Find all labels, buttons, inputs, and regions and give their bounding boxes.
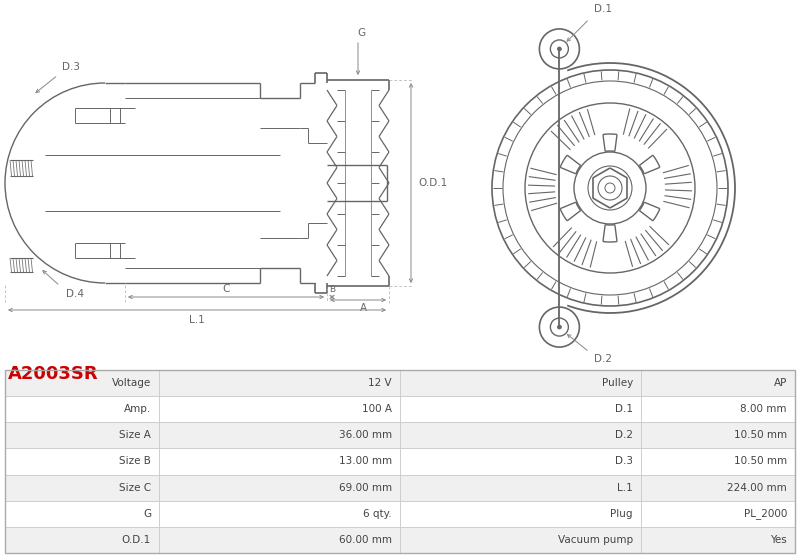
- Text: B: B: [329, 285, 335, 294]
- Text: 12 V: 12 V: [368, 378, 392, 388]
- Circle shape: [558, 325, 562, 329]
- Text: 69.00 mm: 69.00 mm: [339, 483, 392, 493]
- Text: Amp.: Amp.: [124, 404, 151, 414]
- Text: AP: AP: [774, 378, 787, 388]
- Bar: [159, 474, 400, 501]
- Bar: [5, 501, 159, 527]
- Bar: [641, 370, 795, 396]
- Bar: [641, 474, 795, 501]
- Bar: [5, 370, 159, 396]
- Text: Size A: Size A: [119, 430, 151, 440]
- Bar: [641, 501, 795, 527]
- Text: 100 A: 100 A: [362, 404, 392, 414]
- Text: L.1: L.1: [618, 483, 633, 493]
- Bar: [400, 474, 641, 501]
- Bar: [5, 527, 159, 553]
- Text: 36.00 mm: 36.00 mm: [339, 430, 392, 440]
- Bar: [641, 422, 795, 449]
- Text: Voltage: Voltage: [112, 378, 151, 388]
- Bar: [641, 527, 795, 553]
- Bar: [159, 422, 400, 449]
- Text: D.3: D.3: [615, 456, 633, 466]
- Text: Size B: Size B: [119, 456, 151, 466]
- Text: 6 qty.: 6 qty.: [363, 509, 392, 519]
- Text: 60.00 mm: 60.00 mm: [339, 535, 392, 545]
- Bar: [641, 396, 795, 422]
- Text: D.3: D.3: [62, 62, 80, 72]
- Bar: [159, 396, 400, 422]
- Bar: [159, 449, 400, 474]
- Bar: [400, 422, 641, 449]
- Text: PL_2000: PL_2000: [744, 508, 787, 519]
- Bar: [5, 474, 159, 501]
- Bar: [5, 370, 795, 553]
- Text: 8.00 mm: 8.00 mm: [741, 404, 787, 414]
- Bar: [159, 370, 400, 396]
- Text: C: C: [222, 284, 230, 294]
- Circle shape: [558, 47, 562, 51]
- Bar: [400, 449, 641, 474]
- Text: D.4: D.4: [66, 289, 84, 299]
- Bar: [159, 501, 400, 527]
- Text: G: G: [357, 28, 365, 38]
- Text: A2003SR: A2003SR: [8, 365, 98, 383]
- Text: 10.50 mm: 10.50 mm: [734, 430, 787, 440]
- Text: O.D.1: O.D.1: [418, 178, 448, 188]
- Bar: [641, 449, 795, 474]
- Text: L.1: L.1: [189, 315, 205, 325]
- Text: Vacuum pump: Vacuum pump: [558, 535, 633, 545]
- Bar: [5, 449, 159, 474]
- Text: 13.00 mm: 13.00 mm: [339, 456, 392, 466]
- Bar: [159, 527, 400, 553]
- Text: O.D.1: O.D.1: [122, 535, 151, 545]
- Text: D.2: D.2: [594, 354, 612, 364]
- Text: 224.00 mm: 224.00 mm: [727, 483, 787, 493]
- Bar: [400, 501, 641, 527]
- Bar: [5, 396, 159, 422]
- Text: Plug: Plug: [610, 509, 633, 519]
- Bar: [400, 527, 641, 553]
- Text: D.2: D.2: [615, 430, 633, 440]
- Text: D.1: D.1: [594, 4, 612, 14]
- Text: 10.50 mm: 10.50 mm: [734, 456, 787, 466]
- Text: Size C: Size C: [119, 483, 151, 493]
- Bar: [400, 370, 641, 396]
- Text: Pulley: Pulley: [602, 378, 633, 388]
- Text: G: G: [143, 509, 151, 519]
- Text: D.1: D.1: [615, 404, 633, 414]
- Bar: [5, 422, 159, 449]
- Text: Yes: Yes: [770, 535, 787, 545]
- Text: A: A: [359, 303, 366, 313]
- Bar: [400, 396, 641, 422]
